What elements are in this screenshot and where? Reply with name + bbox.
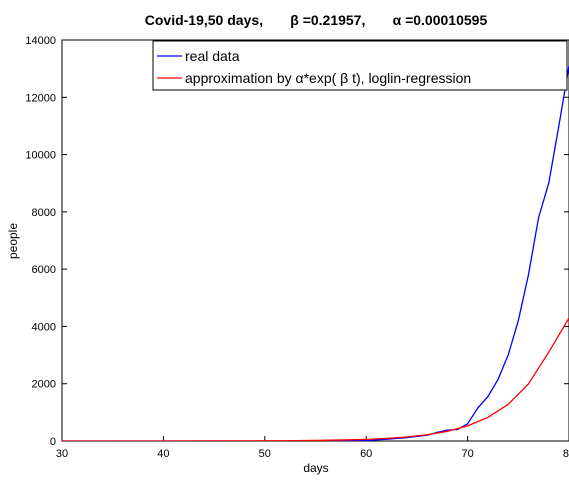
series-1-point — [497, 378, 499, 381]
x-axis-label: days — [303, 461, 328, 475]
x-tick-label: 80 — [563, 448, 569, 460]
series-2-point — [446, 430, 448, 432]
series-2-point — [548, 351, 550, 353]
series-2-point — [426, 434, 428, 436]
series-2-point — [385, 437, 388, 440]
x-tick-label: 70 — [461, 448, 473, 460]
series-1-point — [517, 320, 519, 322]
series-2-group — [62, 317, 569, 441]
series-1-point — [446, 429, 448, 431]
y-tick-label: 4000 — [32, 321, 56, 333]
series-1-point — [487, 396, 489, 398]
series-1-point — [527, 274, 530, 276]
y-tick-label: 6000 — [32, 264, 56, 276]
series-2-point — [365, 438, 367, 440]
series-1-point — [548, 182, 550, 184]
y-tick-label: 12000 — [25, 92, 56, 104]
series-2-point — [264, 440, 266, 441]
y-tick-label: 2000 — [32, 379, 56, 391]
y-tick-label: 10000 — [25, 150, 56, 162]
plot-area: 30 40 50 60 70 80 0 2000 4000 6000 8000 10000 12000 1… — [25, 35, 569, 460]
series-2-point — [487, 416, 489, 419]
y-tick-label: 14000 — [25, 35, 56, 47]
series-1-point — [365, 439, 367, 441]
legend: real data approximation by α*exp( β t), l… — [152, 40, 568, 91]
x-tick-label: 30 — [56, 448, 68, 460]
series-2-point — [507, 403, 509, 405]
series-2-point — [213, 440, 215, 441]
series-1-line — [62, 65, 569, 441]
series-2-point — [314, 439, 317, 441]
y-axis-label: people — [6, 223, 20, 259]
x-tick-label: 40 — [157, 448, 169, 460]
legend-box — [152, 40, 568, 91]
y-tick-label: 0 — [50, 436, 56, 448]
series-2-line — [62, 317, 569, 441]
series-1-point — [558, 125, 560, 127]
series-2-point — [406, 436, 408, 438]
series-1-point — [507, 354, 509, 356]
series-1-point — [477, 407, 479, 409]
series-2-point — [527, 383, 530, 385]
chart-title: Covid-19,50 days, β =0.21957, α =0.00010… — [145, 12, 488, 28]
legend-entry-label: approximation by α*exp( β t), loglin-reg… — [185, 70, 471, 86]
series-2-point — [162, 440, 164, 441]
series-2-point — [284, 440, 286, 441]
series-1-point — [467, 423, 469, 425]
series-2-point — [345, 439, 347, 441]
legend-entry-label: real data — [185, 48, 240, 64]
series-1-group — [62, 65, 569, 441]
axes-frame — [61, 39, 569, 442]
series-2-point — [62, 440, 63, 441]
series-2-point — [112, 440, 114, 441]
y-tick-label: 8000 — [32, 207, 56, 219]
series-2-point — [467, 425, 469, 427]
x-tick-label: 60 — [360, 448, 372, 460]
series-1-point — [537, 216, 540, 219]
x-tick-label: 50 — [259, 448, 271, 460]
